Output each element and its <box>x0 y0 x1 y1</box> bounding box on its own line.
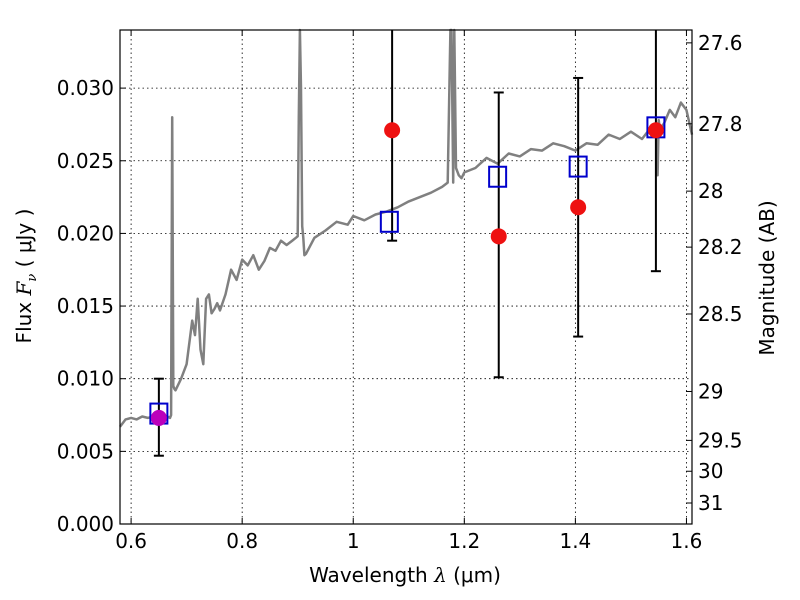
y-axis-label-symbol: F <box>12 281 36 297</box>
model-point-square <box>379 210 399 233</box>
observed-point <box>647 122 664 139</box>
y2-tick-label: 30 <box>698 459 723 483</box>
y-tick-label: 0.000 <box>57 512 114 536</box>
y-tick-label: 0.020 <box>57 221 114 245</box>
x-tick-label: 1.4 <box>559 529 591 553</box>
grid <box>120 30 692 525</box>
x-axis-label-symbol: λ <box>433 563 447 587</box>
y2-tick-label: 27.8 <box>698 112 743 136</box>
series-layer <box>119 28 694 457</box>
y2-tick-label: 31 <box>698 491 723 515</box>
y2-tick-label: 29 <box>698 379 723 403</box>
template-spectrum-line <box>119 28 694 428</box>
observed-point <box>490 228 507 245</box>
y2-tick-label: 29.5 <box>698 428 743 452</box>
y-axis-label: Flux Fν ( μJy ) <box>12 209 40 344</box>
x-tick-label: 1.6 <box>671 529 703 553</box>
y-tick-label: 0.025 <box>57 149 114 173</box>
model-point-square <box>488 165 508 188</box>
x-tick-label: 1 <box>347 529 360 553</box>
y-axis-label-prefix: Flux <box>12 296 36 344</box>
ticks: 0.6 0.8 1 1.2 1.4 1.6 0.000 0.005 0.010 0.015 0.02… <box>57 30 743 553</box>
x-tick-label: 1.2 <box>448 529 480 553</box>
observed-point <box>570 199 587 216</box>
y-tick-label: 0.005 <box>57 439 114 463</box>
y2-tick-label: 27.6 <box>698 31 743 55</box>
model-point-square <box>568 155 588 178</box>
y-axis-label-subscript: ν <box>25 274 40 282</box>
y2-tick-label: 28.5 <box>698 302 743 326</box>
y-tick-label: 0.030 <box>57 76 114 100</box>
plot-frame <box>119 29 693 525</box>
x-axis-label-prefix: Wavelength <box>309 563 434 587</box>
x-tick-label: 0.8 <box>226 529 258 553</box>
x-axis-label: Wavelength λ (μm) <box>309 563 501 587</box>
y-tick-label: 0.010 <box>57 367 114 391</box>
x-tick-label: 0.6 <box>115 529 147 553</box>
y-tick-label: 0.015 <box>57 294 114 318</box>
y2-axis-label: Magnitude (AB) <box>755 200 779 355</box>
x-axis-label-unit: (μm) <box>447 563 501 587</box>
observed-point <box>384 122 401 139</box>
y-axis-label-unit: ( μJy ) <box>12 209 36 274</box>
observed-point <box>150 409 167 426</box>
y2-tick-label: 28.2 <box>698 235 743 259</box>
y2-tick-label: 28 <box>698 179 723 203</box>
